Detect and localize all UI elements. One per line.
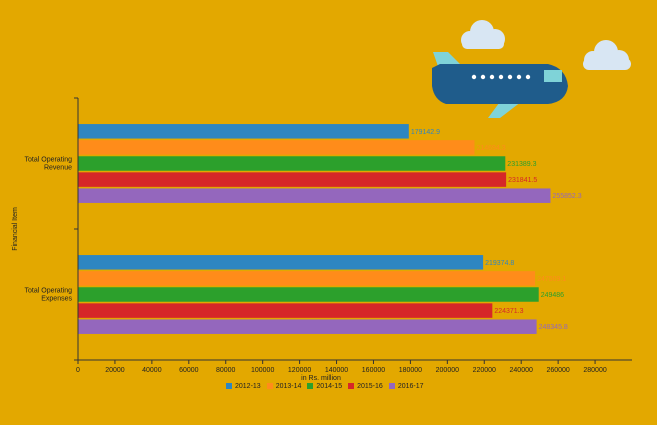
y-category-label: Total Operating Expenses <box>25 288 73 303</box>
x-tick-label: 260000 <box>546 367 569 374</box>
x-tick-label: 140000 <box>325 367 348 374</box>
legend-item[interactable]: 2015-16 <box>348 383 383 390</box>
x-tick-label: 20000 <box>105 367 125 374</box>
x-axis-title: in Rs. million <box>301 375 341 382</box>
legend-label: 2014-15 <box>316 382 343 390</box>
data-label: 231841.5 <box>508 177 537 184</box>
legend-label: 2013-14 <box>275 382 302 390</box>
bar[interactable] <box>78 271 536 286</box>
data-label: 248345.8 <box>539 324 568 331</box>
bar[interactable] <box>78 319 537 334</box>
axes: 0 20000 40000 60000 80000 100000 120000 140000 1… <box>12 97 632 382</box>
bar[interactable] <box>78 124 409 139</box>
legend-label: 2012-13 <box>235 382 261 390</box>
data-label: 214694.3 <box>476 145 505 152</box>
cloud-icon <box>461 20 505 49</box>
legend-item[interactable]: 2016-17 <box>388 382 424 390</box>
bar[interactable] <box>78 172 507 187</box>
x-tick-label: 160000 <box>362 367 385 374</box>
data-label: 219374.8 <box>485 260 514 267</box>
cloud-icon <box>583 40 631 70</box>
airplane-icon <box>432 52 568 118</box>
data-label: 249486 <box>541 292 564 299</box>
x-tick-label: 0 <box>76 367 80 374</box>
legend-swatch <box>266 383 273 389</box>
bar[interactable] <box>78 287 539 302</box>
x-tick-label: 80000 <box>216 367 236 374</box>
data-label: 255852.3 <box>552 193 581 200</box>
data-label: 247509.1 <box>537 276 566 283</box>
x-tick-label: 120000 <box>288 367 311 374</box>
bar[interactable] <box>78 255 484 270</box>
legend-item[interactable]: 2012-13 <box>226 383 261 390</box>
x-tick-label: 220000 <box>473 367 496 374</box>
x-tick-label: 240000 <box>510 367 533 374</box>
legend-item[interactable]: 2014-15 <box>307 383 342 390</box>
y-axis-title: Financial Item <box>12 207 19 251</box>
bar[interactable] <box>78 140 475 155</box>
legend-label: 2016-17 <box>397 382 424 390</box>
legend-swatch <box>307 383 314 389</box>
x-tick-label: 100000 <box>251 367 274 374</box>
legend-swatch <box>348 383 355 389</box>
x-tick-label: 200000 <box>436 367 459 374</box>
x-tick-label: 60000 <box>179 367 199 374</box>
x-tick-label: 40000 <box>142 367 162 374</box>
legend: 2012-13 2013-14 2014-15 2015-16 2016-17 <box>226 380 424 392</box>
data-label: 224371.3 <box>494 308 523 315</box>
legend-item[interactable]: 2013-14 <box>266 382 302 390</box>
data-label: 231389.3 <box>507 161 536 168</box>
data-label: 179142.9 <box>411 129 440 136</box>
legend-swatch <box>226 383 232 389</box>
x-tick-label: 280000 <box>583 367 606 374</box>
y-category-label: Total Operating Revenue <box>25 157 73 172</box>
bar[interactable] <box>78 188 551 203</box>
decoration-clouds <box>461 20 631 70</box>
plot-area: 179142.9 214694.3 231389.3 231841.5 255852.3… <box>78 124 582 334</box>
legend-swatch <box>388 383 395 389</box>
legend-label: 2015-16 <box>357 382 383 390</box>
x-tick-label: 180000 <box>399 367 422 374</box>
bar[interactable] <box>78 303 493 318</box>
bar[interactable] <box>78 156 506 171</box>
